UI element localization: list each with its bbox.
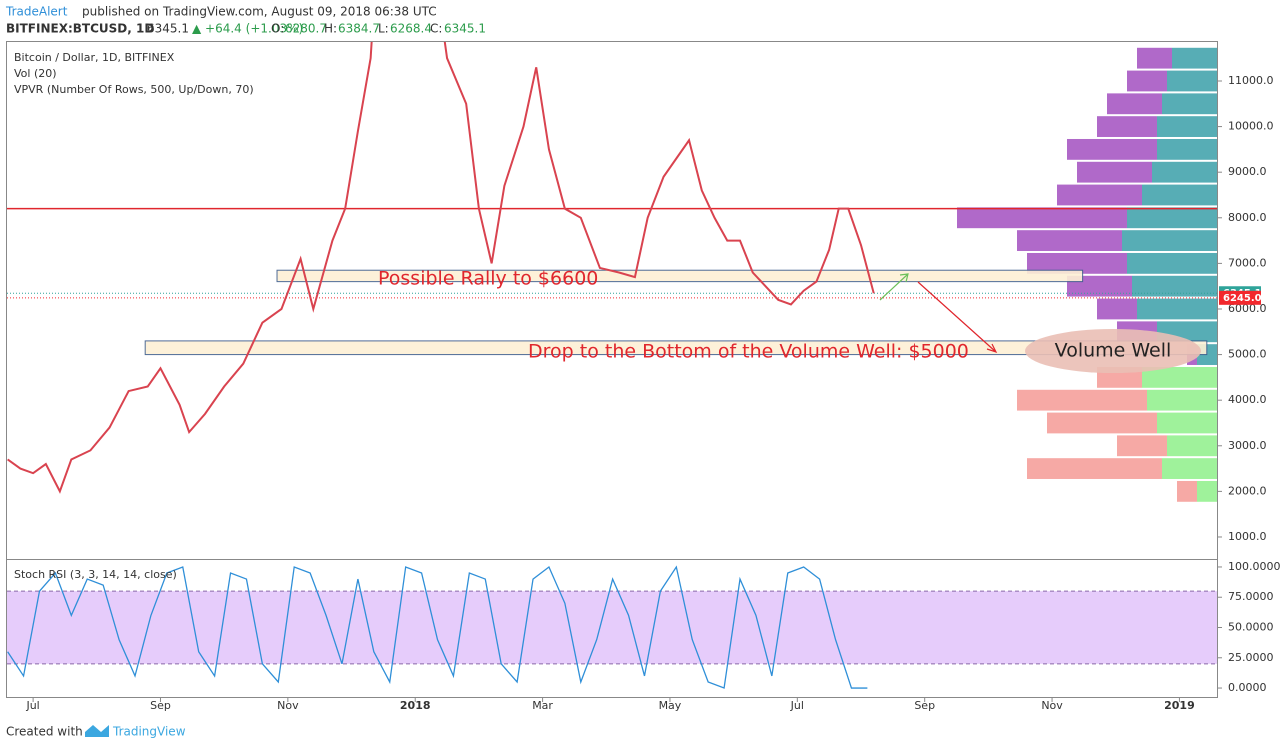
y-tick-label: 75.0000 [1228,590,1274,603]
o-label: O: [271,22,284,36]
profile-down [1047,412,1157,434]
legend: Vol (20) [14,67,57,80]
symbol: BITFINEX:BTCUSD, 1D [6,22,154,36]
y-tick-label: 50.0000 [1228,621,1274,634]
price-line [7,42,875,494]
x-tick-label: Sep [914,699,935,712]
created: Created with [6,725,83,739]
y-tick-label: 8000.0 [1228,211,1267,224]
x-tick-label: Mar [532,699,553,712]
x-tick-label: 2018 [400,699,431,712]
stoch-pane [7,565,1217,689]
change: ▲ +64.4 (+1.03%) [192,22,303,36]
zone-label: Possible Rally to $6600 [378,268,598,290]
profile-down [1067,138,1157,160]
profile-down [1017,389,1147,411]
y-tick-label: 7000.0 [1228,256,1267,269]
profile-up [1167,70,1217,92]
note: Volume Well [1055,340,1172,362]
price-pane [7,42,1217,502]
x-tick-label: Nov [277,699,299,712]
profile-up [1157,138,1217,160]
author[interactable]: TradeAlert [5,5,68,19]
y-tick-label: 2000.0 [1228,484,1267,497]
profile-down [1127,70,1167,92]
profile-up [1197,480,1217,502]
x-tick-label: Nov [1041,699,1063,712]
l-label: L: [378,22,389,36]
y-tick-label: 100.0000 [1228,560,1280,573]
y-tick-label: 11000.0 [1228,74,1274,87]
y-tick-label: 6000.0 [1228,302,1267,315]
profile-down [1137,47,1172,69]
last: 6345.1 [147,22,189,36]
legend: VPVR (Number Of Rows, 500, Up/Down, 70) [14,83,254,96]
profile-up [1157,412,1217,434]
profile-up [1162,458,1217,479]
profile-up [1157,116,1217,137]
profile-down [1027,458,1162,479]
band [7,591,1217,664]
profile-down [1017,230,1122,251]
stoch-title: Stoch RSI (3, 3, 14, 14, close) [14,568,177,581]
o: 6280.7 [285,22,327,36]
brand[interactable]: TradingView [112,725,186,739]
profile-up [1172,47,1217,69]
profile-down [1097,116,1157,137]
x-tick-label: Jul [790,699,804,712]
profile-up [1122,230,1217,251]
profile-up [1132,275,1217,297]
y-tick-label: 10000.0 [1228,120,1274,133]
profile-up [1142,184,1217,206]
profile-down [957,207,1127,229]
frame [6,41,1218,698]
legend: Bitcoin / Dollar, 1D, BITFINEX [14,51,175,64]
profile-up [1147,389,1217,411]
zone [144,340,1208,356]
profile-down [1117,435,1167,457]
profile-down [1057,184,1142,206]
y-tick-label: 9000.0 [1228,165,1267,178]
profile-up [1167,435,1217,457]
published: published on TradingView.com, August 09,… [82,5,437,19]
profile-up [1162,93,1217,115]
h: 6384.7 [338,22,380,36]
logo [85,725,109,737]
profile-up [1152,161,1217,183]
profile-down [1107,93,1162,115]
profile-down [1027,252,1127,274]
price-tag-label: 6245.0 [1223,293,1262,304]
profile-down [1077,161,1152,183]
zone [276,269,1084,283]
profile-down [1067,275,1132,297]
y-tick-label: 1000.0 [1228,530,1267,543]
c-label: C: [430,22,442,36]
y-tick-label: 4000.0 [1228,393,1267,406]
x-tick-label: May [659,699,682,712]
x-tick-label: 2019 [1164,699,1195,712]
y-tick-label: 5000.0 [1228,348,1267,361]
arrow [917,281,998,354]
note-bubble [1025,329,1201,373]
profile-up [1127,207,1217,229]
x-tick-label: Sep [150,699,171,712]
profile-down [1177,480,1197,502]
profile-up [1137,298,1217,320]
h-label: H: [324,22,337,36]
zone-label: Drop to the Bottom of the Volume Well: $… [528,341,969,363]
y-tick-label: 0.0000 [1228,681,1267,694]
x-tick-label: Jul [25,699,39,712]
c: 6345.1 [444,22,486,36]
stoch-line [7,565,868,689]
arrow [879,273,909,301]
profile-up [1142,366,1217,388]
y-tick-label: 3000.0 [1228,439,1267,452]
price-tag [1219,290,1261,305]
y-tick-label: 25.0000 [1228,651,1274,664]
profile-up [1127,252,1217,274]
l: 6268.4 [390,22,432,36]
profile-down [1097,298,1137,320]
